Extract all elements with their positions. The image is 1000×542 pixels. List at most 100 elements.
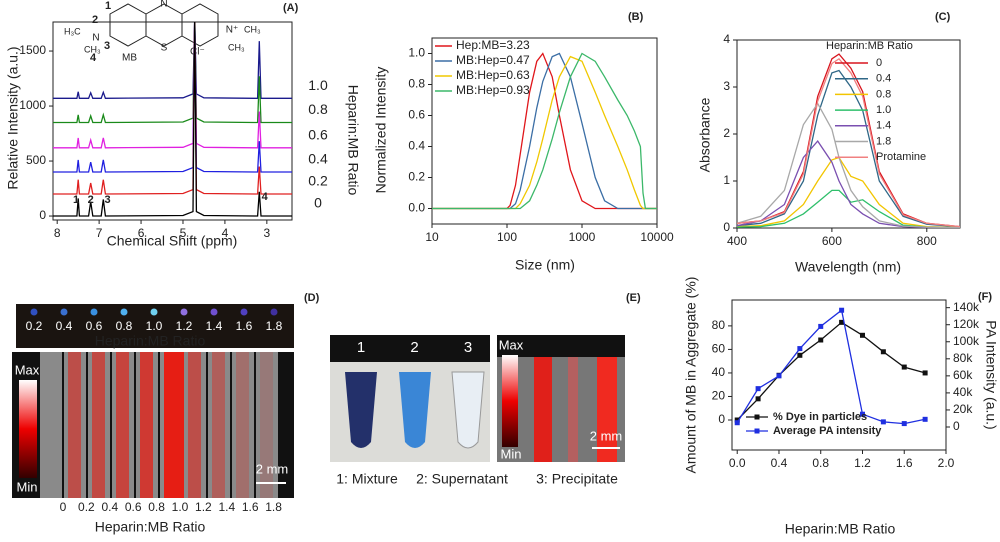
legend-label: 0.8	[876, 88, 891, 100]
strip-label: 0.4	[56, 319, 73, 333]
point	[818, 323, 824, 329]
pa-tube	[534, 357, 552, 462]
x-tick-label: 5	[180, 226, 187, 240]
sample-dot	[180, 308, 188, 316]
peak-label: 1	[73, 194, 79, 206]
x-axis-title: Wavelength (nm)	[795, 259, 901, 275]
legend-label: 0.8	[308, 101, 328, 117]
y-tick-label: 0.0	[408, 201, 425, 215]
y2-tick-label: 60k	[953, 368, 973, 382]
point	[755, 386, 761, 392]
strip-label: 1.6	[236, 319, 253, 333]
tube-number: 1	[357, 339, 365, 356]
tube-number: 2	[410, 339, 418, 356]
panel-label: (F)	[978, 291, 992, 303]
x-labels: 0 0.2 0.4 0.6 0.8 1.0 1.2 1.4 1.6 1.8	[60, 500, 283, 514]
legend-title: Heparin:MB Ratio	[826, 40, 913, 52]
pa-tube	[597, 357, 617, 462]
sample-dot	[240, 308, 248, 316]
panel-label: (B)	[628, 11, 644, 23]
y-tick-label: 80	[712, 318, 726, 332]
y-tick-label: 0.6	[408, 108, 425, 122]
x-tick-label: 10	[425, 230, 439, 244]
panel-label: (D)	[304, 292, 320, 304]
strip-label: 0.8	[116, 319, 133, 333]
series-line	[737, 57, 960, 228]
pa-strip	[212, 352, 225, 498]
y-tick-label: 2	[723, 126, 730, 140]
x-title: Heparin:MB Ratio	[95, 519, 206, 535]
pa-strip	[164, 352, 186, 498]
strip-label: 1.2	[176, 319, 193, 333]
max-label: Max	[15, 362, 40, 377]
x-tick-label: 0.8	[812, 456, 829, 470]
point	[880, 349, 886, 355]
series-line	[53, 22, 292, 99]
legend-label: 1.0	[876, 104, 891, 116]
scale-label: 2 mm	[590, 428, 623, 443]
pa-tube	[568, 357, 578, 462]
y-axis-title: Relative Intensity (a.u.)	[5, 46, 21, 189]
point	[859, 332, 865, 338]
legend-label: 1.0	[308, 77, 328, 93]
bg-strip	[208, 352, 230, 498]
y2-tick-label: 100k	[953, 334, 980, 348]
y-tick-label: 1.0	[408, 46, 425, 60]
caption: 2: Supernatant	[416, 471, 508, 487]
series-line	[53, 22, 292, 173]
peak-label: 3	[104, 194, 110, 206]
point	[734, 417, 740, 423]
series-line	[737, 156, 960, 228]
x-label: 0	[60, 500, 67, 514]
strip-label: 1.4	[206, 319, 223, 333]
y-tick-label: 40	[712, 365, 726, 379]
color-bar	[502, 355, 518, 447]
methyl: H₃C	[64, 26, 81, 36]
x-label: 1.0	[172, 500, 189, 514]
x-label: 1.4	[218, 500, 235, 514]
plot-frame	[731, 299, 947, 451]
x-tick-label: 4	[222, 226, 229, 240]
legend-label: 1.4	[876, 120, 891, 132]
strip-label: 1.8	[266, 319, 283, 333]
y-tick-label: 0	[39, 208, 46, 222]
sample-dot	[150, 308, 158, 316]
peak-label: 2	[88, 194, 94, 206]
mb-structure	[109, 3, 219, 47]
sample-dot	[270, 308, 278, 316]
tube-number: 3	[464, 339, 472, 356]
caption: 3: Precipitate	[536, 471, 618, 487]
point	[922, 370, 928, 376]
y-tick-label: 60	[712, 342, 726, 356]
point	[880, 419, 886, 425]
point	[901, 421, 907, 427]
y-axis-title: Amount of MB in Aggregate (%)	[683, 277, 699, 474]
min-label: Min	[501, 446, 522, 461]
x-tick-label: 1.2	[854, 456, 871, 470]
point	[734, 420, 740, 426]
x-label: 0.8	[148, 500, 165, 514]
strip-title: Heparin:MB Ratio	[95, 333, 206, 349]
y2-tick-label: 80k	[953, 351, 973, 365]
y-tick-label: 0	[718, 412, 725, 426]
point	[839, 307, 845, 313]
bg-strip	[256, 352, 278, 498]
x-tick-label: 400	[727, 234, 747, 248]
y-tick-label: 0	[723, 220, 730, 234]
x-label: 1.2	[195, 500, 212, 514]
sample-dot	[30, 308, 38, 316]
y2-tick-label: 40k	[953, 385, 973, 399]
y2-tick-label: 120k	[953, 317, 980, 331]
y-tick-label: 1000	[19, 98, 46, 112]
x-tick-label: 6	[138, 226, 145, 240]
tube	[399, 372, 431, 448]
y-axis-title: Normalized Intensity	[373, 67, 389, 194]
x-label: 0.6	[125, 500, 142, 514]
pa-strip	[68, 352, 81, 498]
x-tick-label: 7	[96, 226, 103, 240]
pa-strip	[140, 352, 153, 498]
series-line	[53, 22, 292, 124]
legend-label: % Dye in particles	[773, 411, 867, 423]
y2-axis-title: PA Intensity (a.u.)	[983, 320, 999, 429]
